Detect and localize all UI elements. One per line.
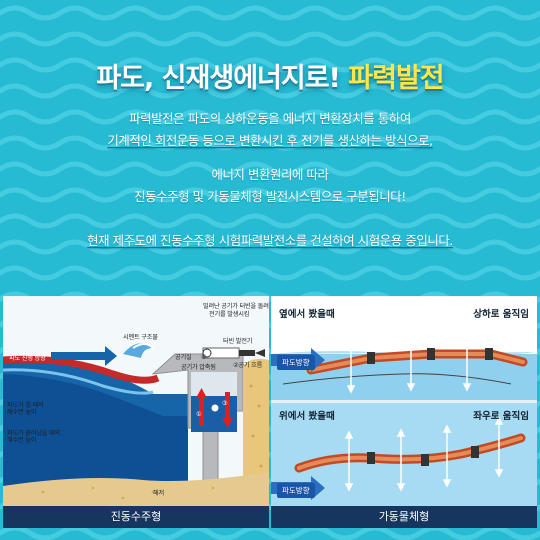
title-main: 파도, 신재생에너지로! <box>96 63 341 94</box>
body-line-4: 진동수주형 및 가동물체형 발전시스템으로 구분됩니다! <box>134 189 406 204</box>
step-1-label: ① <box>196 411 202 418</box>
step-3-label: ③ <box>222 400 228 407</box>
top-view-device <box>294 433 526 473</box>
body-line-2: 기계적인 회전운동 등으로 변환시킨 후 전기를 생산하는 방식으로, <box>0 131 540 149</box>
side-view-label: 옆에서 봤을때 <box>279 309 335 320</box>
owc-caption: 진동수주형 <box>3 506 269 528</box>
top-wave-direction-tag: 파도방향 <box>277 355 315 370</box>
moving-body-diagram-panel: 옆에서 봤을때 상하로 움직임 파도방향 위에서 봤을때 좌우로 움직임 파도방… <box>271 296 537 528</box>
turbine-note-1: 밀려난 공기가 터빈을 돌려 <box>203 303 269 310</box>
body-line-2-text: 기계적인 회전운동 등으로 변환시킨 후 전기를 생산하는 방식으로, <box>107 133 433 148</box>
turbine-note-2: 전기를 발생시킴 <box>209 311 250 318</box>
owc-diagram <box>3 296 269 528</box>
vertical-motion-label: 상하로 움직임 <box>473 309 529 320</box>
air-chamber-label: 공기실 <box>175 354 192 361</box>
compressed-air-label: 공기가 압축됨 <box>181 364 216 371</box>
low-water-label-2: 해수면 높이 <box>7 437 37 444</box>
step-4-label: ④ <box>201 354 207 361</box>
body-line-5: 현재 제주도에 진동수주형 시험파력발전소를 건설하여 시험운용 중입니다. <box>0 231 540 249</box>
turbine-generator-label: 터빈 발전기 <box>223 338 253 345</box>
seabed-label: 해저 <box>153 490 164 497</box>
body-line-1: 파력발전은 파도의 상하운동을 에너지 변환장치를 통하여 <box>129 111 411 126</box>
horizontal-motion-label: 좌우로 움직임 <box>473 411 529 422</box>
body-line-3: 에너지 변환원리에 따라 <box>211 167 329 182</box>
air-flow-label: ②공기 흐름 <box>233 362 263 369</box>
wave-direction-label: 파도 진행 방향 <box>9 355 46 362</box>
low-water-label-1: 파도가 물러났을 때의 <box>7 430 60 437</box>
bottom-wave-direction-tag: 파도방향 <box>277 483 315 498</box>
owc-diagram-panel: 파도 진행 방향 시멘트 구조물 공기실 공기가 압축됨 밀려난 공기가 터빈을… <box>3 296 269 528</box>
body-line-5-text: 현재 제주도에 진동수주형 시험파력발전소를 건설하여 시험운용 중입니다. <box>87 233 453 248</box>
title-highlight: 파력발전 <box>348 63 444 94</box>
high-water-label-1: 파도가 칠 때의 <box>7 402 44 409</box>
moving-body-caption: 가동물체형 <box>271 506 537 528</box>
cement-structure-label: 시멘트 구조물 <box>123 334 158 341</box>
top-view-label: 위에서 봤을때 <box>279 411 335 422</box>
high-water-label-2: 해수면 높이 <box>7 409 37 416</box>
page-title: 파도, 신재생에너지로! 파력발전 <box>0 56 540 95</box>
